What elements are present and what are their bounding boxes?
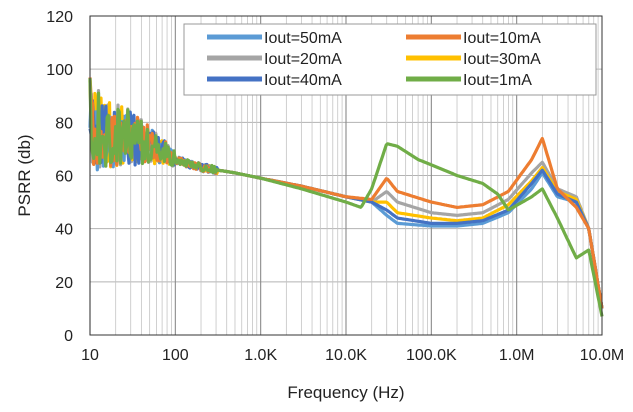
y-axis-title: PSRR (db) <box>15 134 34 216</box>
grid <box>89 15 602 336</box>
x-axis-title: Frequency (Hz) <box>287 383 404 402</box>
x-tick-labels: 10 100 1.0K 10.0K 100.0K 1.0M 10.0M <box>81 347 624 364</box>
legend-label: Iout=1mA <box>463 72 532 89</box>
x-tick-label: 10 <box>81 347 99 364</box>
y-tick-label: 20 <box>55 275 73 292</box>
y-tick-label: 100 <box>46 62 73 79</box>
y-tick-label: 60 <box>55 169 73 186</box>
legend-label: Iout=20mA <box>264 51 342 68</box>
y-tick-labels: 0 20 40 60 80 100 120 <box>46 9 73 345</box>
y-tick-label: 120 <box>46 9 73 26</box>
series-line-iout-1ma <box>88 78 604 317</box>
legend-label: Iout=30mA <box>463 51 541 68</box>
x-tick-label: 10.0K <box>325 347 367 364</box>
x-tick-label: 1.0K <box>244 347 277 364</box>
y-tick-label: 80 <box>55 115 73 132</box>
plot-border <box>89 15 603 336</box>
legend-label: Iout=40mA <box>264 72 342 89</box>
legend: Iout=50mA Iout=10mA Iout=20mA Iout=30mA Iout… <box>183 23 597 96</box>
x-tick-label: 10.0M <box>580 347 624 364</box>
legend-label: Iout=10mA <box>463 30 541 47</box>
y-tick-label: 0 <box>64 328 73 345</box>
x-tick-label: 100 <box>162 347 189 364</box>
x-tick-label: 1.0M <box>499 347 535 364</box>
y-tick-label: 40 <box>55 222 73 239</box>
series-layer <box>88 77 604 317</box>
legend-label: Iout=50mA <box>264 30 342 47</box>
x-tick-label: 100.0K <box>406 347 457 364</box>
